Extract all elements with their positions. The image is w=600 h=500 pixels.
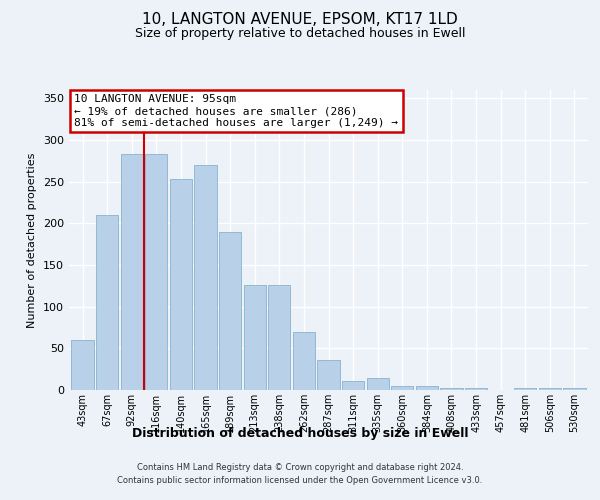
Text: Contains public sector information licensed under the Open Government Licence v3: Contains public sector information licen… bbox=[118, 476, 482, 485]
Bar bbox=[293, 332, 315, 390]
Bar bbox=[391, 386, 413, 390]
Text: Distribution of detached houses by size in Ewell: Distribution of detached houses by size … bbox=[132, 428, 468, 440]
Bar bbox=[71, 340, 94, 390]
Text: Size of property relative to detached houses in Ewell: Size of property relative to detached ho… bbox=[135, 28, 465, 40]
Y-axis label: Number of detached properties: Number of detached properties bbox=[28, 152, 37, 328]
Bar bbox=[514, 388, 536, 390]
Bar bbox=[342, 381, 364, 390]
Bar bbox=[219, 232, 241, 390]
Bar bbox=[539, 388, 561, 390]
Bar bbox=[367, 378, 389, 390]
Text: 10, LANGTON AVENUE, EPSOM, KT17 1LD: 10, LANGTON AVENUE, EPSOM, KT17 1LD bbox=[142, 12, 458, 28]
Bar bbox=[194, 165, 217, 390]
Bar bbox=[96, 215, 118, 390]
Bar bbox=[268, 285, 290, 390]
Text: 10 LANGTON AVENUE: 95sqm
← 19% of detached houses are smaller (286)
81% of semi-: 10 LANGTON AVENUE: 95sqm ← 19% of detach… bbox=[74, 94, 398, 128]
Text: Contains HM Land Registry data © Crown copyright and database right 2024.: Contains HM Land Registry data © Crown c… bbox=[137, 462, 463, 471]
Bar bbox=[440, 388, 463, 390]
Bar bbox=[317, 360, 340, 390]
Bar bbox=[145, 154, 167, 390]
Bar bbox=[121, 154, 143, 390]
Bar bbox=[465, 388, 487, 390]
Bar bbox=[563, 388, 586, 390]
Bar bbox=[416, 386, 438, 390]
Bar bbox=[244, 285, 266, 390]
Bar bbox=[170, 179, 192, 390]
